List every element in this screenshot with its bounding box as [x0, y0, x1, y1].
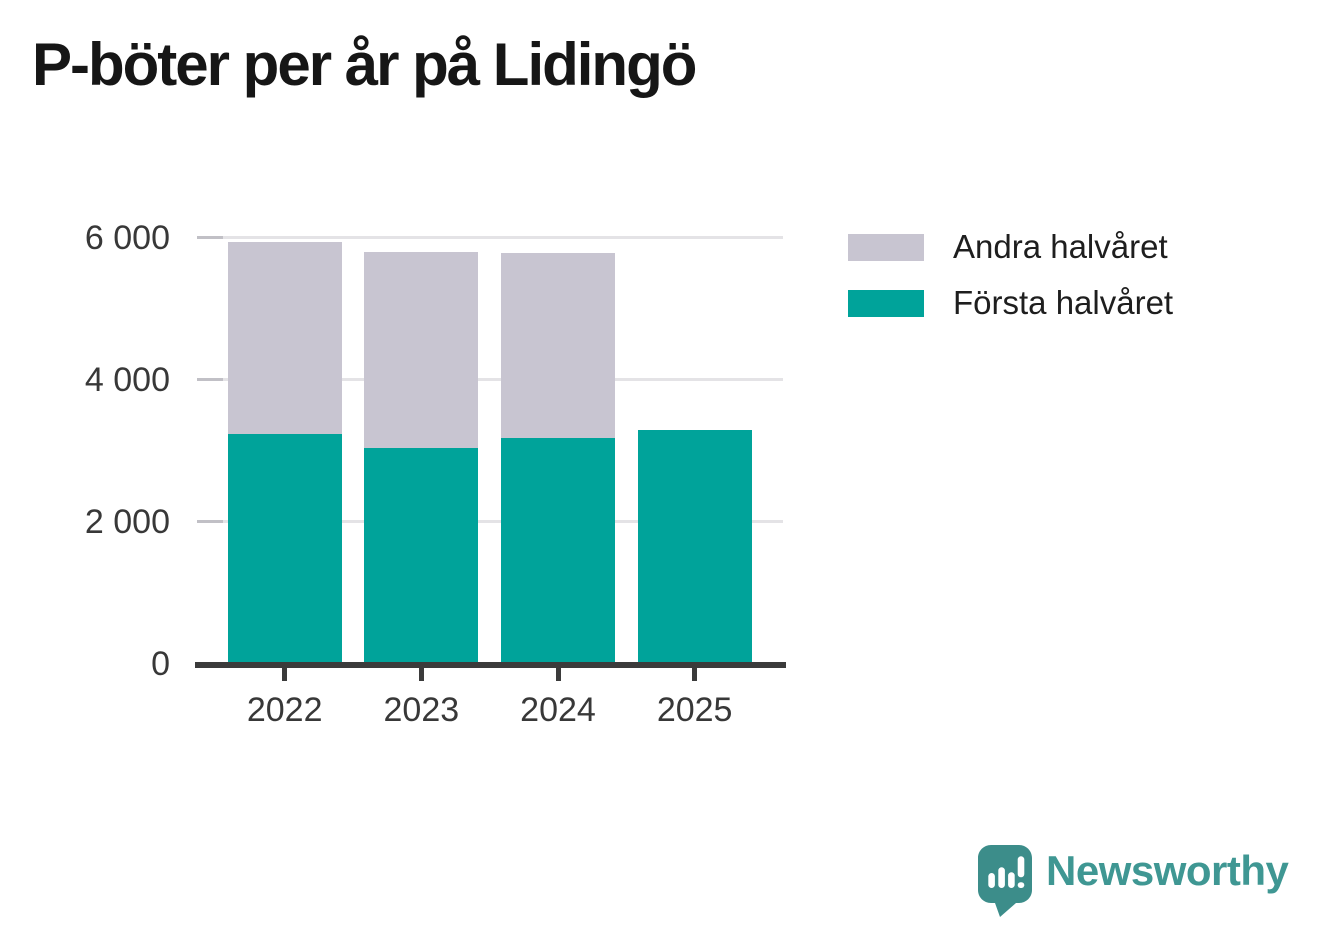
x-axis-label-2024: 2024	[520, 691, 596, 729]
x-axis-label-2025: 2025	[656, 691, 733, 729]
bar-2024-andra-halva-ret	[501, 253, 615, 439]
legend-swatch-forsta-halvaret	[848, 289, 924, 317]
legend-label-andra-halvaret: Andra halvåret	[953, 228, 1168, 265]
x-axis-tick-2022	[282, 667, 288, 681]
legend-item-forsta-halvaret: Första halvåret	[848, 275, 1173, 331]
x-axis-tick-2024	[555, 667, 561, 681]
logo-wordmark: Newsworthy	[1046, 847, 1289, 894]
y-axis-tick-4-000	[197, 378, 223, 381]
newsworthy-speech-bubble-chart-icon	[978, 845, 1032, 917]
y-axis-label-2-000: 2 000	[84, 502, 170, 541]
y-axis-label-0: 0	[151, 644, 170, 683]
y-axis-label-6-000: 6 000	[84, 218, 170, 257]
y-axis-label-4-000: 4 000	[84, 360, 170, 399]
newsworthy-logo: Newsworthy	[978, 845, 1289, 918]
legend-swatch-andra-halvaret	[848, 233, 924, 261]
x-axis-label-2023: 2023	[383, 691, 460, 729]
gridline-2-000	[198, 520, 783, 523]
legend: Andra halvåret Första halvåret	[848, 219, 1173, 331]
gridline-6-000	[198, 236, 783, 239]
x-axis-tick-2025	[692, 667, 698, 681]
legend-item-andra-halvaret: Andra halvåret	[848, 219, 1173, 275]
legend-label-forsta-halvaret: Första halvåret	[953, 284, 1174, 321]
chart-title: P-böter per år på Lidingö	[32, 31, 697, 98]
x-axis-line	[195, 661, 786, 668]
bar-2022-fo-rsta-halva-ret	[227, 434, 342, 664]
bar-2025-fo-rsta-halva-ret	[637, 429, 752, 664]
bar-2024-fo-rsta-halva-ret	[501, 438, 615, 664]
x-axis-label-2022: 2022	[246, 691, 323, 729]
x-axis-tick-2023	[418, 667, 424, 681]
gridline-4-000	[198, 378, 783, 381]
y-axis-tick-6-000	[197, 236, 223, 239]
bar-2022-andra-halva-ret	[227, 241, 342, 435]
bar-2023-andra-halva-ret	[364, 252, 479, 448]
y-axis-tick-2-000	[197, 520, 223, 523]
bar-2023-fo-rsta-halva-ret	[364, 447, 479, 664]
